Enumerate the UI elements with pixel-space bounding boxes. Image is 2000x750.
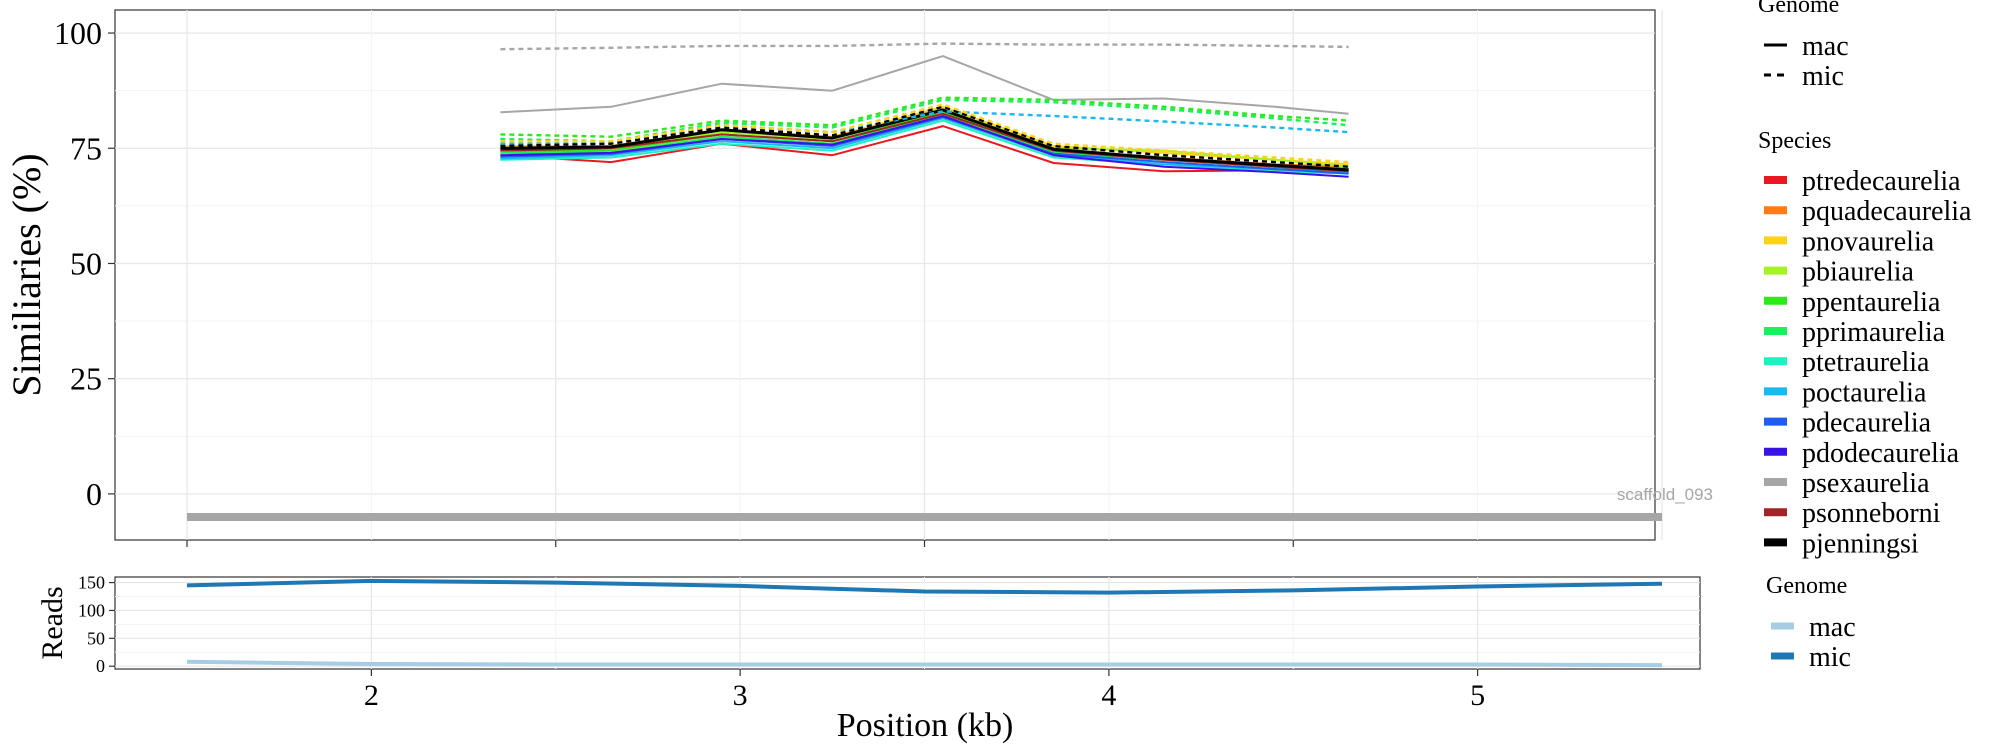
legend-label-ppentaurelia: ppentaurelia [1802, 287, 1941, 318]
y-tick-label: 100 [78, 600, 105, 620]
reads-legend-label-mac: mac [1809, 612, 1856, 643]
legend-label-ptredecaurelia: ptredecaurelia [1802, 166, 1961, 197]
series-line-psexaurelia-mic [500, 42, 1349, 51]
series-line-psexaurelia-mac [500, 55, 1349, 115]
similarity-grid [115, 10, 1663, 540]
similarity-y-ticks: 0 25 50 75 100 [54, 15, 115, 512]
reads-series [186, 578, 1663, 668]
series-line-ppentaurelia-mic [500, 96, 1349, 138]
x-tick-label: 3 [733, 679, 748, 712]
legend-label-mic: mic [1802, 61, 1844, 92]
legend-label-psexaurelia: psexaurelia [1802, 468, 1930, 499]
legend-label-pprimaurelia: pprimaurelia [1802, 317, 1946, 348]
legend-label-pdodecaurelia: pdodecaurelia [1802, 438, 1960, 469]
legend-title-species: Species [1758, 128, 1831, 154]
reads-grid [115, 577, 1700, 669]
legend-label-mac: mac [1802, 31, 1849, 62]
y-tick-label: 50 [87, 628, 105, 648]
reads-panel: 0 50 100 150 2 3 4 5 Reads Position (kb) [36, 573, 1701, 744]
legend-label-pquadecaurelia: pquadecaurelia [1802, 196, 1972, 227]
y-tick-label: 0 [86, 476, 102, 512]
reads-legend-label-mic: mic [1809, 642, 1851, 673]
similarity-x-ticks [186, 540, 1294, 547]
similarity-series [500, 42, 1349, 178]
legend-label-psonneborni: psonneborni [1802, 498, 1941, 529]
y-tick-label: 0 [96, 656, 105, 676]
legend-label-pbiaurelia: pbiaurelia [1802, 257, 1915, 288]
similarity-panel: 0 25 50 75 100 scaffold_093 Similiaries (%) [4, 9, 1713, 547]
reads-x-ticks: 2 3 4 5 [364, 669, 1485, 712]
legend-label-pjenningsi: pjenningsi [1802, 528, 1919, 559]
y-tick-label: 75 [70, 130, 102, 166]
y-tick-label: 25 [70, 361, 102, 397]
series-line-pdodecaurelia-mac [500, 115, 1349, 178]
legend-label-pnovaurelia: pnovaurelia [1802, 226, 1935, 257]
legend-label-ptetraurelia: ptetraurelia [1802, 347, 1930, 378]
y-tick-label: 150 [78, 573, 105, 593]
x-tick-label: 5 [1470, 679, 1485, 712]
series-line-pjenningsi-mac [500, 108, 1349, 172]
x-tick-label: 4 [1101, 679, 1116, 712]
similarity-y-axis-label: Similiaries (%) [4, 153, 49, 396]
scaffold-annotation: scaffold_093 [1617, 485, 1713, 504]
reads-line-mac [186, 659, 1663, 668]
series-line-ptetraurelia-mac [500, 119, 1349, 175]
legend-title-genome: Genome [1758, 0, 1839, 18]
reads-line-mic [186, 578, 1663, 595]
series-line-pjenningsi-mic [500, 105, 1349, 168]
x-axis-label: Position (kb) [837, 707, 1014, 744]
x-tick-label: 2 [364, 679, 379, 712]
reads-y-ticks: 0 50 100 150 [78, 573, 115, 676]
legend-label-poctaurelia: poctaurelia [1802, 377, 1927, 408]
y-tick-label: 50 [70, 245, 102, 281]
similarity-plot-area [114, 9, 1656, 541]
reads-y-axis-label: Reads [36, 586, 69, 659]
legend-label-pdecaurelia: pdecaurelia [1802, 408, 1932, 439]
y-tick-label: 100 [54, 15, 102, 51]
series-line-pnovaurelia-mic [500, 103, 1349, 164]
reads-legend-title: Genome [1766, 573, 1847, 599]
